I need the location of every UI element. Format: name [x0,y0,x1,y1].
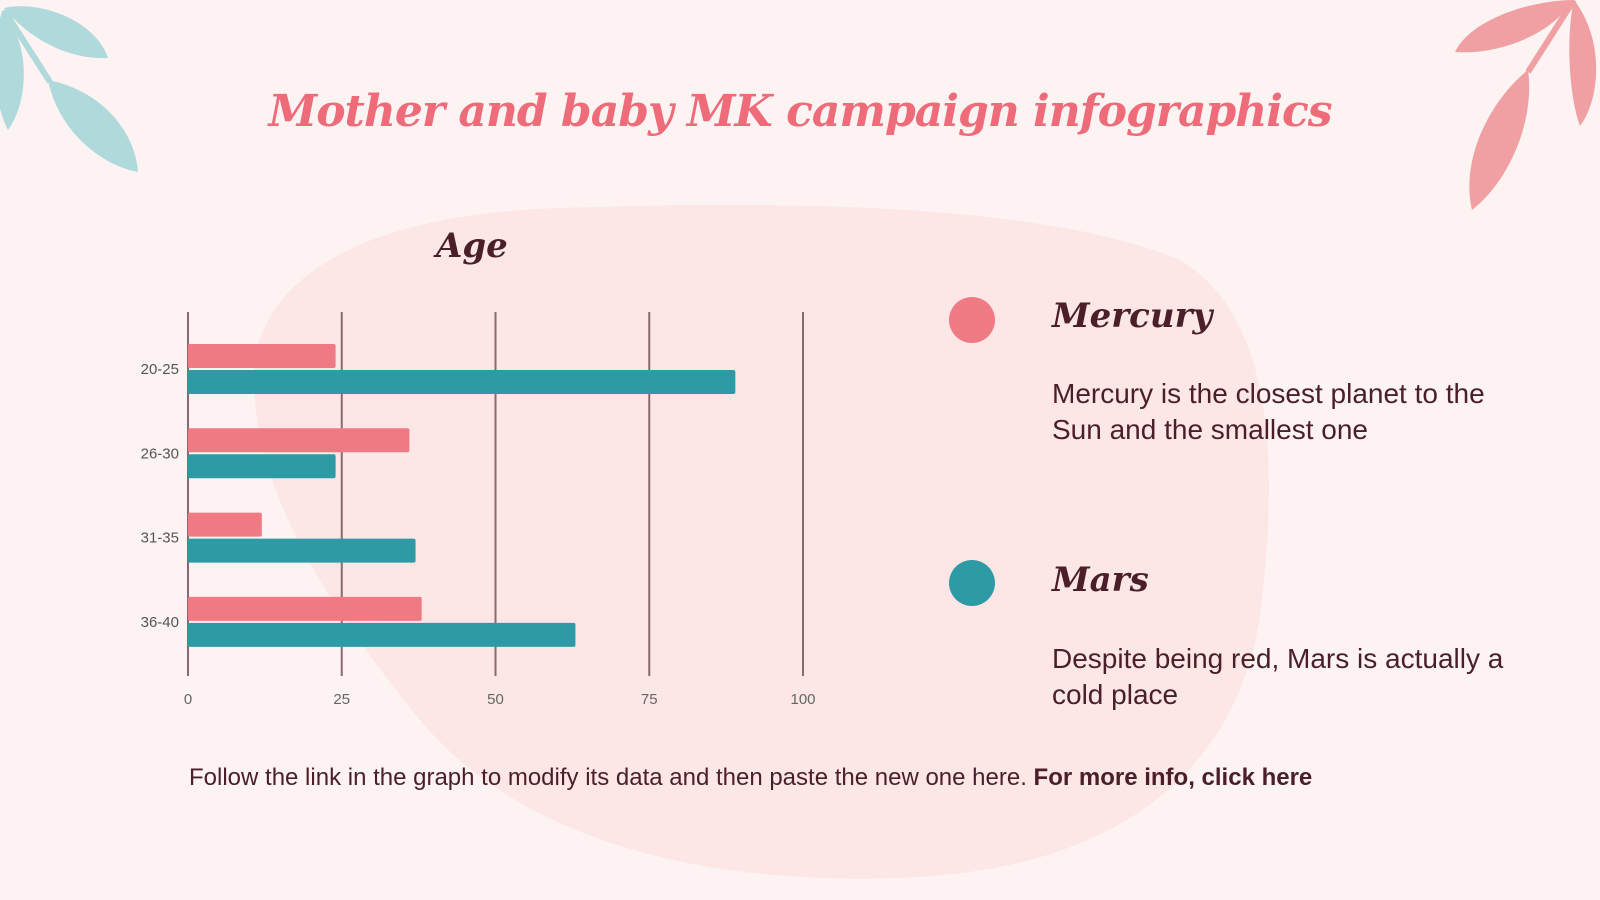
bar-mars-26-30 [188,454,336,479]
bar-mars-36-40 [188,622,576,647]
y-tick-label: 26-30 [141,445,179,462]
bar-mercury-26-30 [188,428,410,453]
x-tick-label: 25 [333,691,350,708]
bar-mars-31-35 [188,538,416,563]
legend-dot-mercury [949,297,995,343]
pink-leaves-icon [1455,0,1597,210]
y-tick-label: 31-35 [141,530,179,547]
bar-mars-20-25 [188,370,736,394]
page-title: Mother and baby MK campaign infographics [268,86,1332,137]
bar-mercury-20-25 [188,344,336,368]
chart-title: Age [436,226,508,266]
legend-description-mars: Despite being red, Mars is actually a co… [1052,643,1504,710]
footer-note: Follow the link in the graph to modify i… [189,764,1312,792]
teal-leaves-icon [0,6,138,172]
legend-dot-mars [949,560,995,606]
legend-title-mars: Mars [1052,560,1149,600]
more-info-link[interactable]: For more info, click here [1033,764,1313,791]
legend-description-mercury: Mercury is the closest planet to the Sun… [1052,378,1485,445]
legend-title-mercury: Mercury [1052,296,1213,336]
x-tick-label: 75 [641,691,658,708]
footer-text: Follow the link in the graph to modify i… [189,764,1034,791]
bar-mercury-31-35 [188,512,262,537]
x-tick-label: 0 [184,691,192,708]
bar-mercury-36-40 [188,596,422,621]
y-tick-label: 36-40 [141,614,179,631]
age-bar-chart: 0 25 50 75 100 20-25 26-30 31-35 36-40 [141,312,816,708]
x-tick-label: 50 [487,691,504,708]
x-tick-label: 100 [790,691,815,708]
y-tick-label: 20-25 [141,361,179,378]
